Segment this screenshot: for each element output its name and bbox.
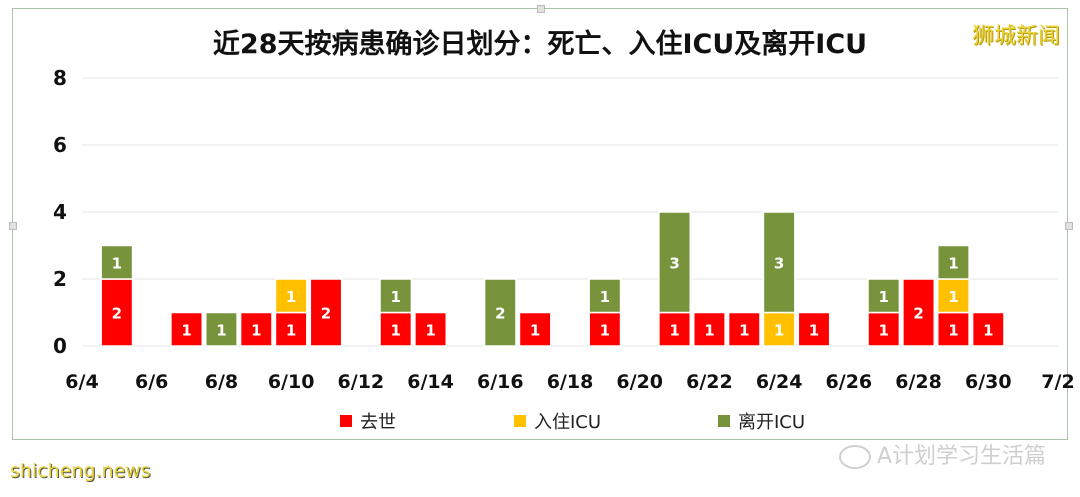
- x-tick-label: 6/16: [477, 371, 524, 393]
- legend-label-icu-out: 离开ICU: [738, 412, 806, 433]
- data-label: 1: [390, 288, 400, 306]
- bar-segment: [936, 278, 970, 314]
- data-label: 1: [286, 321, 296, 339]
- x-tick-label: 6/10: [268, 371, 315, 393]
- legend-swatch-icu-out: [718, 415, 730, 427]
- data-label: 1: [216, 321, 226, 339]
- x-tick-label: 6/30: [965, 371, 1012, 393]
- legend-swatch-death: [340, 415, 352, 427]
- legend-label-death: 去世: [360, 412, 396, 433]
- bar-segment: [309, 278, 343, 347]
- x-tick-label: 6/14: [407, 371, 454, 393]
- data-label: 1: [774, 321, 784, 339]
- bar-segment: [588, 311, 622, 347]
- data-label: 1: [530, 321, 540, 339]
- y-tick-label: 8: [53, 66, 67, 90]
- data-label: 1: [181, 321, 191, 339]
- legend-item-icu-out: 离开ICU: [718, 408, 805, 434]
- legend-label-icu-in: 入住ICU: [534, 412, 602, 433]
- bar-segment: [414, 311, 448, 347]
- legend-item-icu-in: 入住ICU: [514, 408, 601, 434]
- bar-segment: [483, 278, 517, 347]
- x-tick-label: 6/24: [756, 371, 803, 393]
- bar-segment: [727, 311, 761, 347]
- x-tick-label: 6/4: [65, 371, 98, 393]
- data-label: 1: [948, 254, 958, 272]
- data-label: 1: [251, 321, 261, 339]
- watermark-left: shicheng.news: [10, 460, 151, 482]
- bar-segment: [867, 278, 901, 314]
- data-label: 2: [495, 305, 505, 323]
- data-label: 1: [286, 288, 296, 306]
- y-tick-label: 4: [53, 200, 67, 224]
- bar-segment: [902, 278, 936, 347]
- bar-segment: [274, 278, 308, 314]
- x-tick-label: 7/2: [1041, 371, 1074, 393]
- chart-legend: 去世 入住ICU 离开ICU: [340, 408, 840, 434]
- bar-segment: [658, 311, 692, 347]
- bar-segment: [170, 311, 204, 347]
- wechat-icon: [838, 445, 871, 469]
- x-tick-label: 6/28: [895, 371, 942, 393]
- bar-segment: [971, 311, 1005, 347]
- data-label: 2: [913, 305, 923, 323]
- x-tick-label: 6/8: [205, 371, 238, 393]
- bar-segment: [274, 311, 308, 347]
- x-tick-label: 6/18: [547, 371, 594, 393]
- data-label: 1: [948, 321, 958, 339]
- brand-logo-text: 狮城新闻: [971, 24, 1060, 49]
- data-label: 1: [704, 321, 714, 339]
- data-label: 1: [809, 321, 819, 339]
- data-label: 3: [774, 254, 784, 272]
- bar-segment: [588, 278, 622, 314]
- data-label: 1: [390, 321, 400, 339]
- bar-segment: [692, 311, 726, 347]
- y-tick-label: 2: [53, 267, 67, 291]
- legend-item-death: 去世: [340, 408, 396, 434]
- data-label: 1: [983, 321, 993, 339]
- y-tick-label: 6: [53, 133, 67, 157]
- legend-swatch-icu-in: [514, 415, 526, 427]
- data-label: 1: [600, 288, 610, 306]
- x-tick-label: 6/6: [135, 371, 168, 393]
- bar-segment: [100, 244, 134, 280]
- data-label: 1: [600, 321, 610, 339]
- bar-segment: [936, 244, 970, 280]
- bar-segment: [867, 311, 901, 347]
- bar-segment: [379, 278, 413, 314]
- data-label: 1: [425, 321, 435, 339]
- data-label: 3: [669, 254, 679, 272]
- chart-frame: [12, 8, 1068, 440]
- data-label: 1: [948, 288, 958, 306]
- resize-handle-right[interactable]: [1065, 222, 1073, 230]
- bar-segment: [762, 211, 796, 314]
- bar-segment: [518, 311, 552, 347]
- data-label: 1: [878, 288, 888, 306]
- y-tick-label: 0: [53, 334, 67, 358]
- data-label: 2: [321, 305, 331, 323]
- x-tick-label: 6/12: [338, 371, 385, 393]
- bar-segment: [204, 311, 238, 347]
- watermark-right: A计划学习生活篇: [838, 438, 1046, 470]
- bar-segment: [658, 211, 692, 314]
- data-label: 1: [112, 254, 122, 272]
- data-label: 1: [878, 321, 888, 339]
- bar-segment: [797, 311, 831, 347]
- data-label: 2: [112, 305, 122, 323]
- x-tick-label: 6/26: [826, 371, 873, 393]
- x-tick-label: 6/22: [686, 371, 733, 393]
- resize-handle-left[interactable]: [9, 222, 17, 230]
- chart-title: 近28天按病患确诊日划分：死亡、入住ICU及离开ICU: [212, 29, 868, 60]
- resize-handle-top[interactable]: [537, 5, 545, 13]
- data-label: 1: [739, 321, 749, 339]
- x-tick-label: 6/20: [616, 371, 663, 393]
- bar-segment: [239, 311, 273, 347]
- data-label: 1: [669, 321, 679, 339]
- watermark-right-text: A计划学习生活篇: [876, 444, 1046, 469]
